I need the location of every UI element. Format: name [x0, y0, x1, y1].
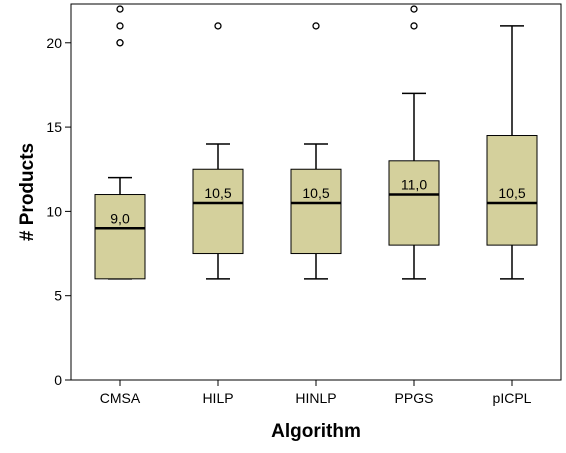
outlier-ppgs-1: [410, 5, 418, 13]
box-hilp: 10,5: [192, 22, 244, 280]
median-label-cmsa: 9,0: [110, 210, 130, 226]
x-axis-title: Algorithm: [271, 421, 361, 442]
box-ppgs: 11,0: [388, 5, 440, 280]
outlier-cmsa-2: [116, 22, 124, 30]
x-tick-label-hinlp: HINLP: [295, 390, 336, 406]
boxes-group: 9,0 10,5 10,5 11,0 10,5: [94, 5, 538, 280]
x-tick-label-ppgs: PPGS: [395, 390, 434, 406]
y-tick-label-15: 15: [46, 119, 62, 135]
y-tick-label-0: 0: [54, 372, 62, 388]
x-axis: CMSA HILP HINLP PPGS pICPL: [100, 380, 532, 406]
iqr-box-picpl: [486, 135, 538, 246]
box-cmsa: 9,0: [94, 5, 146, 280]
outlier-hinlp-0: [312, 22, 320, 30]
outlier-hilp-0: [214, 22, 222, 30]
box-picpl: 10,5: [486, 25, 538, 280]
y-axis-title: # Products: [17, 143, 38, 241]
median-label-hinlp: 10,5: [302, 185, 329, 201]
median-label-ppgs: 11,0: [401, 177, 427, 193]
x-tick-label-hilp: HILP: [202, 390, 233, 406]
iqr-box-hinlp: [290, 168, 342, 255]
outlier-cmsa-3: [116, 5, 124, 13]
iqr-box-cmsa: [94, 194, 146, 280]
x-tick-label-picpl: pICPL: [493, 390, 532, 406]
y-tick-label-10: 10: [46, 203, 62, 219]
iqr-box-ppgs: [388, 160, 440, 246]
box-hinlp: 10,5: [290, 22, 342, 280]
y-tick-label-20: 20: [46, 35, 62, 51]
y-tick-label-5: 5: [54, 288, 62, 304]
x-tick-label-cmsa: CMSA: [100, 390, 141, 406]
median-label-hilp: 10,5: [204, 185, 231, 201]
outlier-cmsa-1: [116, 39, 124, 47]
median-label-picpl: 10,5: [498, 185, 525, 201]
outlier-ppgs-0: [410, 22, 418, 30]
iqr-box-hilp: [192, 168, 244, 255]
y-axis: 0 5 10 15 20: [46, 35, 71, 388]
